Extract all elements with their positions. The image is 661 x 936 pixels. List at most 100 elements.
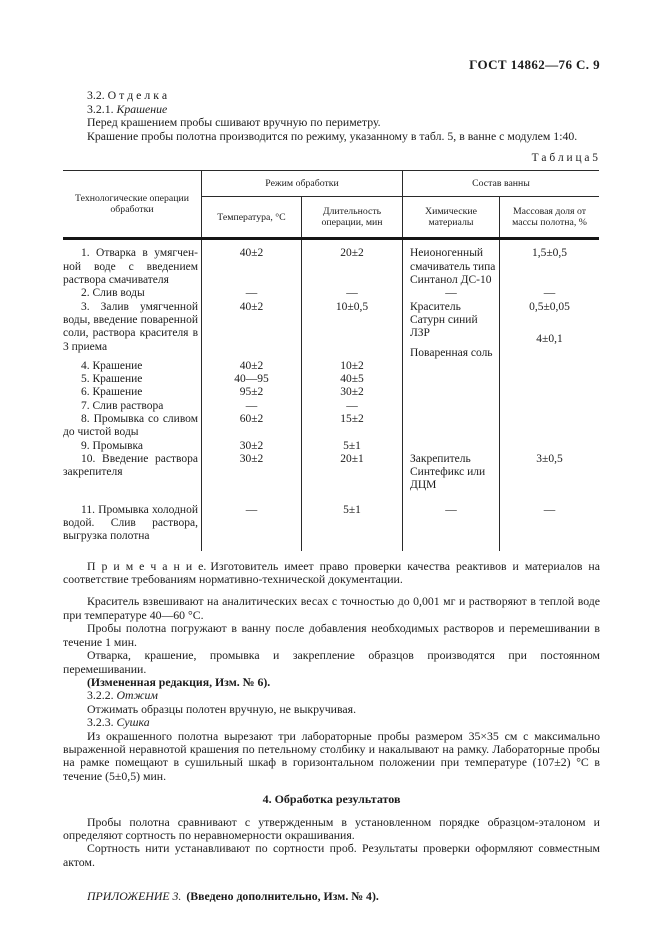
cell-duration: 10±0,5 <box>302 300 403 360</box>
body-paragraph-wring: Отжимать образцы полотен вручную, не вык… <box>87 701 357 716</box>
section-3-2-heading: 3.2. О т д е л к а <box>87 88 168 103</box>
process-table: Технологические операции обработки Режим… <box>63 170 599 551</box>
cell-duration: 5±1 <box>302 492 403 551</box>
cell-mass-fraction: 1,5±0,5 <box>531 247 568 260</box>
cell-temperature: — <box>202 492 302 551</box>
cell-operation: 8. Промывка со сливом до чистой воды <box>63 413 202 440</box>
section-3-2-2-number: 3.2.2. <box>87 688 114 703</box>
cell-temperature: — <box>202 399 302 413</box>
column-header-duration: Длительность операции, мин <box>302 197 403 238</box>
cell-operation: 4. Крашение <box>63 359 202 374</box>
cell-operation: 6. Крашение <box>63 386 202 400</box>
intro-paragraph-2: Крашение пробы полотна производится по р… <box>87 128 578 143</box>
table-body: 1. Отварка в умягчен­ной воде с введение… <box>63 240 599 551</box>
cell-chemicals: — <box>403 492 500 551</box>
table-row: 7. Слив раствора — — <box>63 399 599 413</box>
cell-mass-fraction: 3±0,5 <box>536 452 563 465</box>
table-row: 2. Слив воды — — — — <box>63 287 599 301</box>
table-row: 4. Крашение 40±2 10±2 <box>63 359 599 374</box>
cell-chemical-1: Краситель Сатурн синий ЛЗР <box>410 300 478 340</box>
section-3-2-2-label: Отжим <box>116 688 158 703</box>
column-group-bath: Состав ванны <box>403 171 599 198</box>
section-4-heading: 4. Обработка результатов <box>262 792 401 807</box>
cell-duration: 30±2 <box>302 386 403 400</box>
table-row: 5. Крашение 40—95 40±5 <box>63 373 599 387</box>
cell-temperature: 40±2 <box>202 300 302 360</box>
cell-duration: 10±2 <box>302 359 403 374</box>
section-4-paragraph-2: Сортность нити устанавливают по сортност… <box>63 841 600 869</box>
page-header-title: ГОСТ 14862—76 С. 9 <box>469 57 600 72</box>
body-paragraph-immersion: Пробы полотна погружают в ванну после до… <box>63 621 600 649</box>
cell-mass-fraction <box>500 413 599 440</box>
cell-temperature: 30±2 <box>202 452 302 493</box>
cell-mass-fraction <box>500 386 599 399</box>
cell-temperature: 30±2 <box>202 439 302 453</box>
section-3-2-3-heading: 3.2.3. Сушка <box>63 715 600 730</box>
cell-chemicals <box>403 399 500 413</box>
cell-temperature: 95±2 <box>202 386 302 400</box>
cell-operation: 11. Промывка холодной водой. Слив раство… <box>63 492 202 551</box>
cell-mass-fraction: — <box>543 287 556 300</box>
body-paragraph-dye: Краситель взвешивают на аналитических ве… <box>63 594 600 622</box>
page-content: ГОСТ 14862—76 С. 9 3.2. О т д е л к а 3.… <box>63 58 600 904</box>
cell-temperature: 60±2 <box>202 413 302 440</box>
section-3-2-1-number: 3.2.1. <box>87 101 114 116</box>
cell-chemicals: Закрепитель Синтефикс или ДЦМ <box>403 452 500 493</box>
cell-temperature: 40±2 <box>202 240 302 288</box>
cell-mass-fraction <box>500 373 599 386</box>
cell-chemicals <box>403 359 500 374</box>
section-3-2-3-label: Сушка <box>116 715 150 730</box>
cell-chemical-2: Поваренная соль <box>410 346 493 359</box>
cell-chemicals <box>403 413 500 440</box>
cell-duration: — <box>302 287 403 301</box>
cell-mass-value-2: 4±0,1 <box>536 332 563 345</box>
table-row: 6. Крашение 95±2 30±2 <box>63 386 599 400</box>
column-header-operations: Технологические операции обработки <box>63 171 202 238</box>
appendix-revision-note: (Введено дополнительно, Изм. № 4). <box>186 889 379 904</box>
cell-chemicals: Краситель Сатурн синий ЛЗР Поваренная со… <box>403 300 500 360</box>
cell-duration: 5±1 <box>302 439 403 453</box>
cell-temperature: — <box>202 287 302 301</box>
column-header-mass-fraction: Массовая доля от массы полотна, % <box>512 205 587 229</box>
column-header-chemicals: Химические материалы <box>403 197 500 238</box>
cell-operation: 5. Крашение <box>63 373 202 387</box>
column-header-temperature: Температура, °С <box>202 197 302 238</box>
section-3-2-1-label: Крашение <box>116 101 168 116</box>
table-row: 11. Промывка холодной водой. Слив раство… <box>63 492 599 551</box>
cell-chemicals <box>403 439 500 453</box>
cell-operation: 9. Промывка <box>63 439 202 453</box>
intro-paragraph-1: Перед крашением пробы сшивают вручную по… <box>87 115 381 130</box>
cell-chemicals: Неионогенный смачиватель типа Синтанол Д… <box>403 240 500 288</box>
cell-duration: 20±2 <box>302 240 403 288</box>
cell-chemicals <box>403 386 500 400</box>
appendix-label: ПРИЛОЖЕНИЕ 3. <box>87 889 182 904</box>
cell-chemicals: — <box>403 287 500 301</box>
table-row: 1. Отварка в умягчен­ной воде с введение… <box>63 240 599 288</box>
section-3-2-3-number: 3.2.3. <box>87 715 114 730</box>
cell-mass-fraction: 0,5±0,05 4±0,1 <box>500 301 599 360</box>
cell-duration: 40±5 <box>302 373 403 387</box>
revision-note-6: (Измененная редакция, Изм. № 6). <box>87 674 271 689</box>
cell-operation: 2. Слив воды <box>63 287 202 301</box>
cell-duration: — <box>302 399 403 413</box>
cell-duration: 20±1 <box>302 452 403 493</box>
cell-temperature: 40±2 <box>202 359 302 374</box>
table-row: 9. Промывка 30±2 5±1 <box>63 439 599 453</box>
cell-operation: 1. Отварка в умягчен­ной воде с введение… <box>63 240 202 288</box>
table-row: 3. Залив умягченной воды, введение повар… <box>63 300 599 360</box>
section-3-2-1-heading: 3.2.1. Крашение <box>63 101 600 116</box>
body-paragraph-drying: Из окрашенного полотна вырезают три лабо… <box>63 728 600 783</box>
cell-duration: 15±2 <box>302 413 403 440</box>
cell-operation: 10. Введение раствора закрепителя <box>63 452 202 493</box>
body-paragraph-stirring: Отварка, крашение, промывка и закреплени… <box>63 648 600 676</box>
cell-operation: 3. Залив умягченной воды, введение повар… <box>63 300 202 360</box>
cell-mass-value-1: 0,5±0,05 <box>529 300 570 313</box>
note-text: Изготовитель имеет право проверки качест… <box>63 558 600 587</box>
table-row: 10. Введение раствора закрепителя 30±2 2… <box>63 452 599 493</box>
section-4-paragraph-1: Пробы полотна сравнивают с утвержденным … <box>63 814 600 842</box>
cell-temperature: 40—95 <box>202 373 302 387</box>
cell-mass-fraction: — <box>543 503 556 516</box>
cell-mass-fraction <box>500 400 599 413</box>
cell-mass-fraction <box>500 440 599 453</box>
